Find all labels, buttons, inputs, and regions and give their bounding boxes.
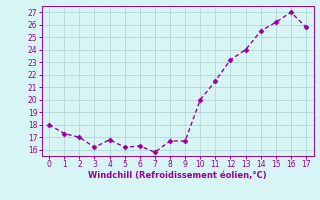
X-axis label: Windchill (Refroidissement éolien,°C): Windchill (Refroidissement éolien,°C) (88, 171, 267, 180)
